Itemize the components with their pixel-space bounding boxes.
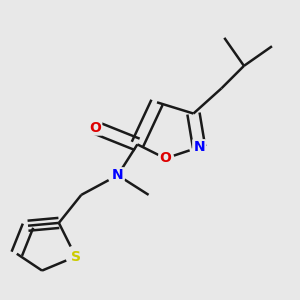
Text: O: O [89, 121, 101, 135]
Text: S: S [71, 250, 81, 264]
Text: N: N [112, 168, 124, 182]
Text: N: N [193, 140, 205, 154]
Text: O: O [160, 152, 171, 165]
